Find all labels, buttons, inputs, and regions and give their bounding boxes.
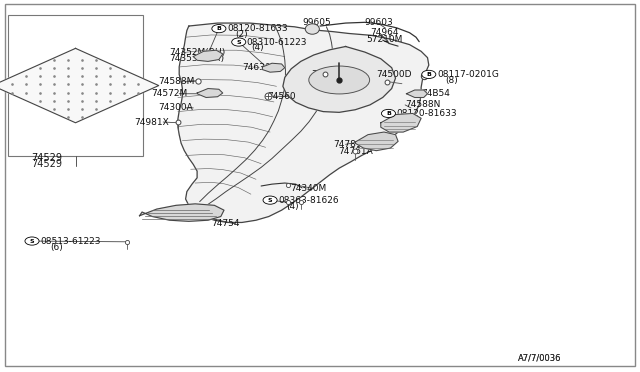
Polygon shape <box>178 23 429 222</box>
Text: 74500D: 74500D <box>376 70 412 79</box>
Text: 74588N: 74588N <box>405 100 440 109</box>
Text: S: S <box>268 198 273 203</box>
Text: 08120-81633: 08120-81633 <box>397 109 458 118</box>
Text: 99603: 99603 <box>365 18 394 27</box>
Polygon shape <box>381 113 421 132</box>
Text: B: B <box>216 26 221 31</box>
Text: 08513-61223: 08513-61223 <box>40 237 101 246</box>
Text: (8): (8) <box>445 76 458 85</box>
Text: 74500J: 74500J <box>312 70 343 79</box>
Text: 74964: 74964 <box>370 28 399 37</box>
Text: 74529: 74529 <box>31 153 61 163</box>
Text: 74340M: 74340M <box>290 184 326 193</box>
Text: 57210M: 57210M <box>366 35 403 44</box>
Circle shape <box>232 38 246 46</box>
Text: 74352M(RH): 74352M(RH) <box>170 48 226 57</box>
Text: 74353M(LH): 74353M(LH) <box>170 54 225 63</box>
Text: 08363-81626: 08363-81626 <box>278 196 339 205</box>
Bar <box>8 15 143 156</box>
Text: (2): (2) <box>406 115 419 124</box>
Text: 74981X: 74981X <box>134 118 169 126</box>
Polygon shape <box>0 48 159 123</box>
Text: A7/7/0036: A7/7/0036 <box>518 353 562 362</box>
Polygon shape <box>197 89 223 97</box>
Text: 74781: 74781 <box>333 140 362 149</box>
Text: S: S <box>236 39 241 45</box>
Text: 08117-0201G: 08117-0201G <box>437 70 499 79</box>
Polygon shape <box>140 204 224 221</box>
Polygon shape <box>355 132 398 151</box>
Polygon shape <box>193 50 223 61</box>
Circle shape <box>25 237 39 245</box>
Polygon shape <box>283 46 396 112</box>
Text: 99605: 99605 <box>302 18 331 27</box>
Polygon shape <box>406 90 428 97</box>
Text: (2): (2) <box>236 30 248 39</box>
Polygon shape <box>262 63 285 72</box>
Text: 08120-81633: 08120-81633 <box>227 24 288 33</box>
Text: 74300A: 74300A <box>158 103 193 112</box>
Circle shape <box>422 70 436 78</box>
Text: 74754: 74754 <box>211 219 240 228</box>
Text: 74560: 74560 <box>268 92 296 101</box>
Text: 74761A: 74761A <box>338 147 372 155</box>
Text: A7/7/0036: A7/7/0036 <box>518 353 562 362</box>
Text: B: B <box>426 72 431 77</box>
Text: B: B <box>386 111 391 116</box>
Text: 74588M: 74588M <box>158 77 195 86</box>
Text: 74630N: 74630N <box>242 63 277 72</box>
Text: (4): (4) <box>286 202 299 211</box>
Text: 74B54: 74B54 <box>421 89 450 98</box>
Text: S: S <box>29 238 35 244</box>
Ellipse shape <box>305 24 319 34</box>
Text: (6): (6) <box>50 243 63 251</box>
Ellipse shape <box>309 66 370 94</box>
Circle shape <box>263 196 277 204</box>
Circle shape <box>212 25 226 33</box>
Text: (4): (4) <box>252 44 264 52</box>
Text: 74572M: 74572M <box>152 89 188 98</box>
Text: 08310-61223: 08310-61223 <box>246 38 307 46</box>
Text: 74529: 74529 <box>31 160 61 169</box>
Circle shape <box>381 109 396 118</box>
